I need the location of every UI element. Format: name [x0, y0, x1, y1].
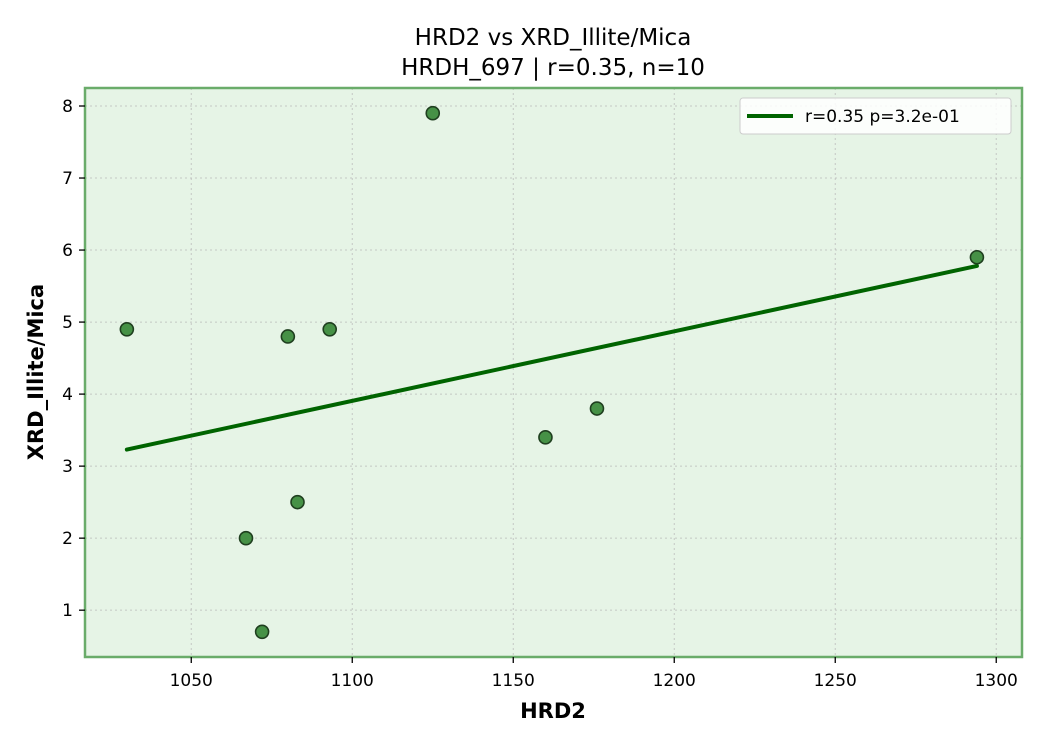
x-tick-label: 1050 [170, 671, 213, 691]
plot-frame [83, 86, 1024, 659]
data-point [290, 494, 305, 510]
data-point [238, 530, 254, 546]
legend-box [739, 97, 1012, 135]
x-tick-label: 1100 [331, 671, 374, 691]
x-axis-label: HRD2 [520, 699, 586, 723]
chart-title: HRD2 vs XRD_Illite/Mica [415, 25, 692, 51]
y-tick-label: 6 [62, 241, 73, 261]
x-tick-label: 1200 [653, 671, 696, 691]
y-tick-label: 8 [62, 97, 73, 117]
x-axis-ticks: 1050 1100 1150 1200 1250 1300 [170, 657, 1018, 691]
x-tick-label: 1300 [975, 671, 1018, 691]
y-axis-label: XRD_Illite/Mica [24, 284, 48, 460]
y-axis-ticks: 1 2 3 4 5 6 7 8 [62, 97, 85, 621]
y-tick-label: 5 [62, 313, 73, 333]
y-tick-label: 3 [62, 457, 73, 477]
data-points [119, 105, 985, 640]
y-tick-label: 1 [62, 601, 73, 621]
y-tick-label: 7 [62, 169, 73, 189]
data-point [425, 105, 441, 121]
x-tick-label: 1150 [492, 671, 535, 691]
data-point [322, 321, 338, 337]
x-tick-label: 1250 [814, 671, 857, 691]
data-point [538, 430, 553, 445]
y-tick-label: 4 [62, 385, 73, 405]
trend-line [124, 263, 979, 452]
data-point [119, 321, 135, 337]
data-point [254, 624, 270, 640]
chart-subtitle: HRDH_697 | r=0.35, n=10 [401, 55, 705, 81]
legend: r=0.35 p=3.2e-01 [739, 97, 1012, 135]
y-tick-label: 2 [62, 529, 73, 549]
legend-label: r=0.35 p=3.2e-01 [805, 107, 960, 127]
data-point [589, 401, 605, 416]
trend-line-group [124, 263, 979, 452]
plot-area-background [85, 88, 1022, 657]
data-point [969, 249, 985, 265]
data-point [280, 329, 296, 344]
